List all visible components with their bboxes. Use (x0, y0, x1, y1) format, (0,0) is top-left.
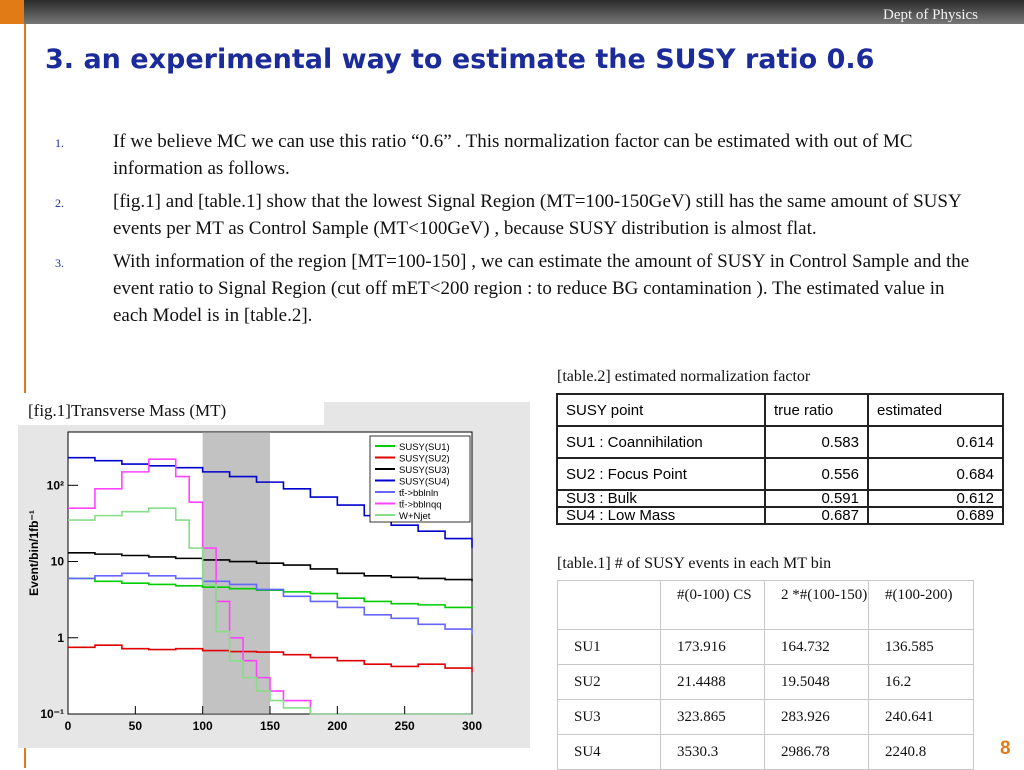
table-cell: 0.591 (764, 489, 869, 508)
table-cell: 21.4488 (660, 664, 765, 700)
figure-caption: [fig.1]Transverse Mass (MT) (18, 393, 324, 425)
table-cell: 173.916 (660, 629, 765, 665)
y-tick-label: 1 (57, 631, 64, 645)
table-cell: 3530.3 (660, 734, 765, 770)
table-header-cell (557, 580, 661, 630)
table-cell: SU1 (557, 629, 661, 665)
table-cell: 0.614 (867, 425, 1004, 459)
table-row: SU1 173.916 164.732 136.585 (557, 629, 974, 665)
table-row: SU4 3530.3 2986.78 2240.8 (557, 734, 974, 770)
table-row: SU4 : Low Mass 0.687 0.689 (556, 506, 1004, 525)
list-item: 2. [fig.1] and [table.1] show that the l… (55, 188, 975, 242)
table-header-cell: SUSY point (556, 393, 766, 427)
table-header-cell: #(100-200) (868, 580, 974, 630)
table-header-cell: estimated (867, 393, 1004, 427)
series-line-1 (68, 644, 473, 673)
table-header-cell: 2 *#(100-150) (764, 580, 869, 630)
y-tick-label: 10² (47, 478, 64, 492)
table-cell: SU2 (557, 664, 661, 700)
list-text: With information of the region [MT=100-1… (113, 251, 970, 326)
table2-caption: [table.2] estimated normalization factor (557, 368, 811, 385)
legend-label-6: W+Njet (399, 511, 431, 522)
signal-region-band (202, 432, 270, 714)
table-cell: SU3 : Bulk (556, 489, 766, 508)
list-text: [fig.1] and [table.1] show that the lowe… (113, 191, 961, 239)
list-item: 1. If we believe MC we can use this rati… (55, 128, 975, 182)
mt-histogram: 0 50 100 150 200 250 300 10⁻¹ 1 10 10² Event/bin/1f… (27, 431, 482, 733)
table-cell: 19.5048 (764, 664, 869, 700)
legend-box (369, 435, 471, 523)
dept-label: Dept of Physics (883, 7, 978, 23)
table-row: SU2 : Focus Point 0.556 0.684 (556, 457, 1004, 491)
table-cell: SU4 (557, 734, 661, 770)
table-cell: 0.689 (867, 506, 1004, 525)
table1-caption: [table.1] # of SUSY events in each MT bi… (557, 555, 832, 572)
table-cell: 0.583 (764, 425, 869, 459)
x-tick-label: 100 (193, 719, 213, 733)
page-number: 8 (1000, 738, 1011, 759)
table-cell: 0.684 (867, 457, 1004, 491)
table-row: SU3 : Bulk 0.591 0.612 (556, 489, 1004, 508)
legend-label-0: SUSY(SU1) (399, 442, 450, 453)
numbered-list: 1. If we believe MC we can use this rati… (55, 128, 975, 335)
x-tick-label: 200 (327, 719, 347, 733)
table-cell: SU4 : Low Mass (556, 506, 766, 525)
legend-label-5: tt̄->bblnqq (399, 500, 442, 511)
table-cell: SU1 : Coannihilation (556, 425, 766, 459)
table-header-row: SUSY point true ratio estimated (556, 393, 1004, 427)
table-cell: 2986.78 (764, 734, 869, 770)
x-tick-label: 0 (65, 719, 72, 733)
y-tick-label: 10⁻¹ (40, 707, 64, 721)
table-cell: 323.865 (660, 699, 765, 735)
table-cell: 240.641 (868, 699, 974, 735)
header-accent (0, 0, 24, 24)
list-number: 3. (55, 256, 64, 270)
table-cell: 2240.8 (868, 734, 974, 770)
table-header-cell: true ratio (764, 393, 869, 427)
table-row: SU1 : Coannihilation 0.583 0.614 (556, 425, 1004, 459)
series-line-4 (68, 572, 473, 635)
table-cell: 136.585 (868, 629, 974, 665)
x-tick-label: 300 (462, 719, 482, 733)
table-cell: 0.687 (764, 506, 869, 525)
table-cell: 164.732 (764, 629, 869, 665)
normalization-table: SUSY point true ratio estimated SU1 : Co… (556, 393, 1004, 525)
mt-figure: 0 50 100 150 200 250 300 10⁻¹ 1 10 10² Event/bin/1f… (18, 402, 530, 748)
legend-label-2: SUSY(SU3) (399, 465, 450, 476)
x-tick-label: 50 (129, 719, 143, 733)
table-row: SU2 21.4488 19.5048 16.2 (557, 664, 974, 700)
table-cell: 0.556 (764, 457, 869, 491)
legend-label-4: tt̄->bblnln (399, 488, 438, 499)
legend-label-3: SUSY(SU4) (399, 477, 450, 488)
table-cell: 0.612 (867, 489, 1004, 508)
list-number: 2. (55, 196, 64, 210)
susy-events-table: #(0-100) CS 2 *#(100-150) #(100-200) SU1… (557, 580, 974, 770)
list-item: 3. With information of the region [MT=10… (55, 248, 975, 329)
table-cell: 283.926 (764, 699, 869, 735)
x-tick-label: 250 (395, 719, 415, 733)
y-axis-label: Event/bin/1fb⁻¹ (27, 510, 41, 596)
table-cell: SU2 : Focus Point (556, 457, 766, 491)
x-tick-label: 150 (260, 719, 280, 733)
header-bar: Dept of Physics (0, 0, 1024, 24)
table-header-cell: #(0-100) CS (660, 580, 765, 630)
slide-title: 3. an experimental way to estimate the S… (45, 44, 875, 75)
table-cell: 16.2 (868, 664, 974, 700)
legend-label-1: SUSY(SU2) (399, 454, 450, 465)
y-tick-label: 10 (51, 555, 65, 569)
series-line-2 (68, 552, 473, 582)
list-number: 1. (55, 136, 64, 150)
table-header-row: #(0-100) CS 2 *#(100-150) #(100-200) (557, 580, 974, 630)
list-text: If we believe MC we can use this ratio “… (113, 131, 913, 179)
series-line-6 (68, 507, 472, 715)
table-cell: SU3 (557, 699, 661, 735)
table-row: SU3 323.865 283.926 240.641 (557, 699, 974, 735)
